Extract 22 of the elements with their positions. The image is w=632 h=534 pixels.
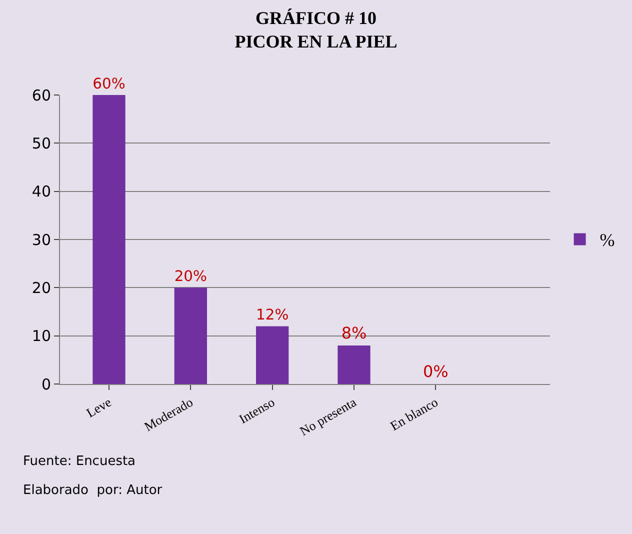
y-tick-label: 0 (41, 375, 51, 394)
y-tick-label: 10 (32, 327, 51, 346)
y-tick-label: 30 (32, 230, 51, 249)
x-tick-label: En blanco (388, 394, 440, 434)
bar (338, 345, 370, 384)
x-tick-label: Leve (84, 394, 114, 420)
data-label: 0% (422, 362, 448, 381)
source-note: Fuente: Encuesta (23, 454, 136, 469)
text: Elaborado por: Autor (23, 483, 163, 498)
y-tick-label: 40 (32, 182, 51, 201)
y-tick-label: 20 (32, 278, 51, 297)
y-tick-label: 50 (32, 134, 51, 152)
data-label: 20% (174, 268, 208, 285)
y-tick-label: 60 (32, 86, 51, 104)
bar (256, 326, 289, 384)
bar (174, 288, 207, 384)
legend-label: % (600, 230, 615, 250)
bar (92, 95, 126, 384)
data-label: 8% (341, 323, 367, 342)
data-label: 12% (256, 306, 289, 324)
chart-title: GRÁFICO # 10 PICOR EN LA PIEL (234, 8, 398, 52)
data-label: 60% (92, 75, 126, 92)
